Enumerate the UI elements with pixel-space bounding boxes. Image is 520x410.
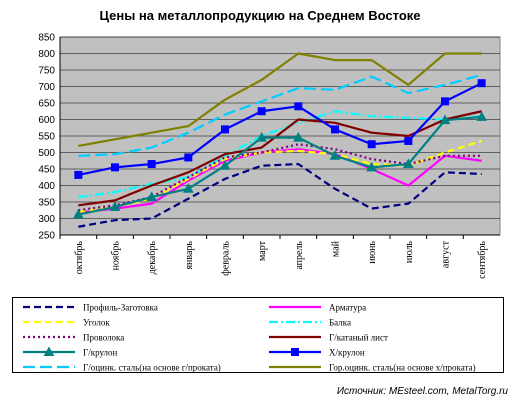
series-line	[78, 82, 483, 177]
x-tick-label: декабрь	[147, 241, 158, 275]
legend-label: Гор.оцинк. сталь(на основе х/проката)	[329, 363, 476, 373]
legend-marker	[291, 348, 299, 356]
data-point	[329, 150, 341, 160]
legend-item: Г/оцинк. сталь(на основе г/проката)	[23, 363, 221, 373]
series-group	[78, 162, 482, 228]
series-line	[78, 162, 482, 228]
series-line	[78, 110, 482, 199]
x-axis: октябрь ноябрь декабрь январь февраль март апр…	[59, 234, 500, 279]
data-point	[256, 132, 268, 142]
series-group	[78, 110, 482, 199]
data-point	[146, 191, 158, 202]
legend-item: Уголок	[23, 318, 110, 328]
data-point	[221, 125, 229, 134]
x-tick-label: март	[257, 240, 268, 261]
data-point	[367, 140, 376, 149]
series-line	[78, 52, 482, 147]
data-point	[294, 102, 303, 111]
legend-label: Арматура	[329, 303, 366, 313]
y-tick-label: 250	[38, 231, 55, 242]
legend-label: Г/крулон	[83, 348, 118, 358]
data-point	[439, 114, 451, 125]
data-point	[331, 125, 339, 134]
x-tick-label: август	[441, 240, 452, 268]
y-tick-label: 700	[38, 82, 55, 93]
data-point	[184, 153, 193, 162]
data-point	[111, 163, 119, 172]
x-tick-label: январь	[184, 241, 195, 270]
series-group	[78, 139, 482, 213]
x-tick-label: июль	[404, 241, 415, 264]
x-tick-label: февраль	[221, 241, 232, 276]
y-tick-label: 750	[38, 66, 55, 77]
data-point	[292, 132, 304, 142]
x-tick-label: апрель	[294, 241, 305, 270]
legend-label: Х/крулон	[329, 348, 365, 358]
data-point	[441, 97, 449, 106]
data-point	[402, 158, 414, 169]
data-point	[72, 209, 84, 219]
x-tick-label: июнь	[367, 241, 378, 264]
legend-label: Г/оцинк. сталь(на основе г/проката)	[83, 363, 221, 373]
legend-item: Профиль-Заготовка	[23, 303, 158, 313]
series-line	[78, 115, 482, 216]
legend-marker	[43, 346, 55, 356]
legend-label: Уголок	[83, 318, 110, 328]
y-tick-label: 400	[38, 181, 55, 192]
y-axis: 250 300 350 400 450 500 550 600 650 700 750 800 850	[38, 33, 61, 242]
legend-label: Проволока	[83, 333, 124, 343]
y-tick-label: 450	[38, 165, 55, 176]
data-point	[476, 111, 488, 121]
y-tick-label: 800	[38, 49, 55, 60]
series-group	[74, 79, 486, 179]
series-group	[72, 111, 488, 219]
legend-label: Г/катаный лист	[329, 333, 388, 343]
data-point	[109, 201, 121, 211]
data-point	[257, 107, 266, 116]
data-point	[366, 161, 378, 172]
legend-item: Арматура	[269, 303, 366, 313]
legend: Профиль-Заготовка Арматура Уголок Балка Пров…	[12, 297, 504, 373]
data-point	[477, 79, 486, 88]
legend-item: Г/крулон	[23, 346, 118, 358]
data-point	[147, 160, 156, 169]
y-tick-label: 500	[38, 148, 55, 159]
series-line	[78, 143, 482, 212]
data-point	[74, 170, 83, 179]
series-line	[78, 139, 482, 213]
data-point	[182, 183, 194, 193]
y-tick-label: 550	[38, 132, 55, 143]
legend-item: Балка	[269, 318, 351, 328]
legend-item: Гор.оцинк. сталь(на основе х/проката)	[269, 363, 476, 373]
y-tick-label: 850	[38, 33, 55, 44]
y-tick-label: 650	[38, 99, 55, 110]
x-tick-label: май	[331, 240, 342, 257]
legend-item: Х/крулон	[269, 348, 365, 358]
x-tick-label: ноябрь	[111, 241, 122, 271]
legend-item: Г/катаный лист	[269, 333, 388, 343]
series-group	[78, 73, 482, 157]
y-tick-label: 600	[38, 115, 55, 126]
x-tick-label: сентябрь	[477, 241, 488, 279]
data-point	[404, 136, 413, 145]
series-layer	[72, 52, 488, 228]
chart-title: Цены на металлопродукцию на Среднем Вост…	[99, 8, 421, 23]
y-tick-label: 350	[38, 198, 55, 209]
source-note: Источник: MEsteel.com, MetalTorg.ru	[336, 386, 508, 397]
legend-label: Профиль-Заготовка	[83, 303, 158, 313]
legend-label: Балка	[329, 318, 351, 328]
series-line	[78, 73, 482, 157]
x-tick-label: октябрь	[74, 241, 85, 275]
data-point	[219, 160, 231, 170]
series-group	[78, 52, 482, 147]
series-group	[78, 143, 482, 212]
y-tick-label: 300	[38, 214, 55, 225]
legend-item: Проволока	[23, 333, 124, 343]
